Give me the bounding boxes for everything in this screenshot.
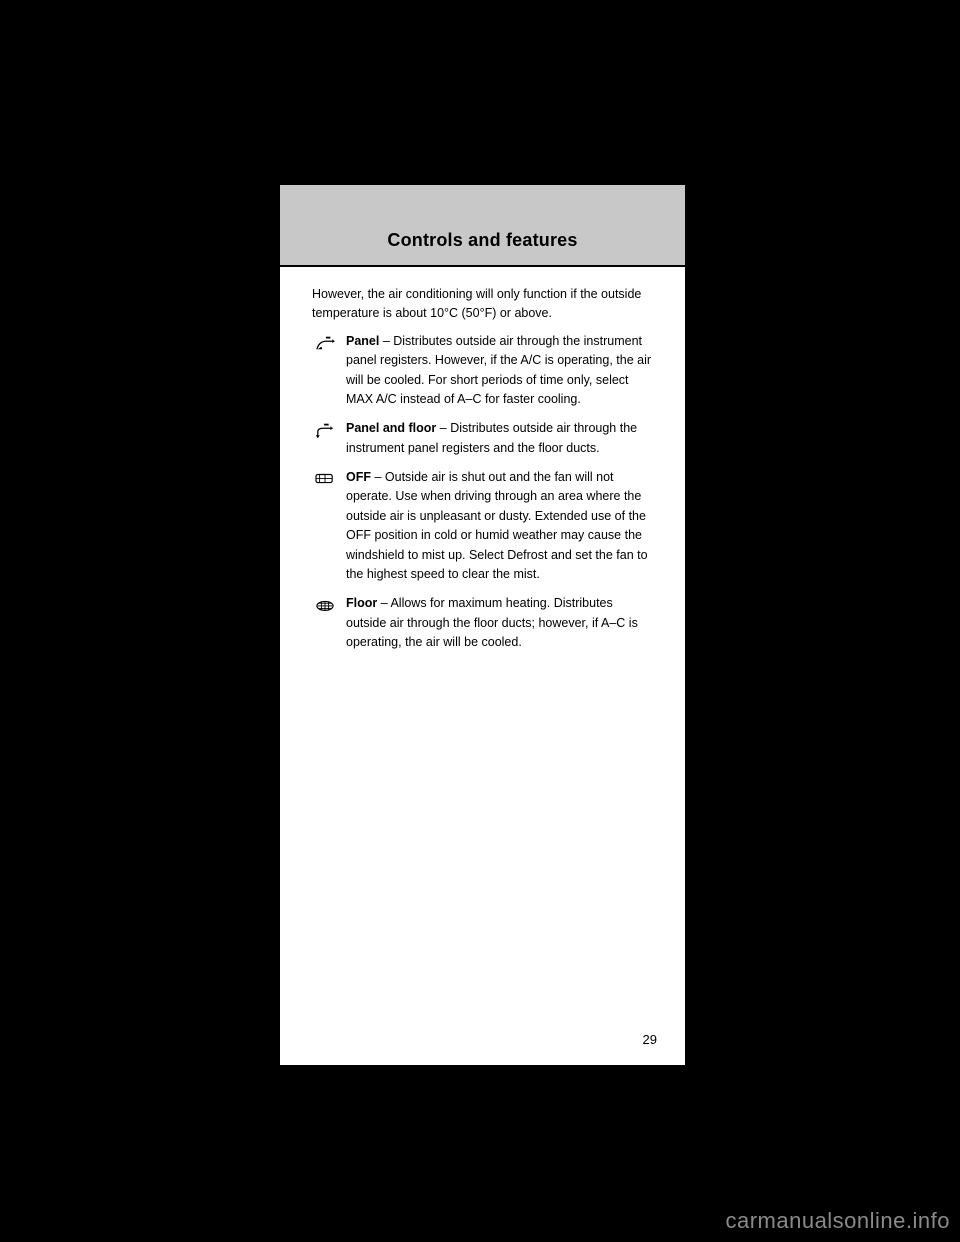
manual-page: Controls and features However, the air c… [280, 185, 685, 1065]
mode-text: Panel – Distributes outside air through … [346, 332, 653, 410]
mode-label: Floor [346, 596, 377, 610]
floor-icon [312, 594, 338, 616]
intro-paragraph: However, the air conditioning will only … [312, 285, 653, 324]
panel-floor-icon [312, 419, 338, 441]
mode-description: – Outside air is shut out and the fan wi… [346, 470, 648, 581]
mode-item-off: OFF – Outside air is shut out and the fa… [312, 468, 653, 584]
off-icon [312, 468, 338, 490]
section-header: Controls and features [280, 185, 685, 267]
watermark-text: carmanualsonline.info [725, 1208, 950, 1234]
mode-item-floor: Floor – Allows for maximum heating. Dist… [312, 594, 653, 652]
mode-label: OFF [346, 470, 371, 484]
panel-vent-icon [312, 332, 338, 354]
section-title: Controls and features [387, 230, 577, 251]
page-content: However, the air conditioning will only … [312, 285, 653, 662]
mode-item-panel-floor: Panel and floor – Distributes outside ai… [312, 419, 653, 458]
page-number: 29 [643, 1032, 657, 1047]
mode-text: Floor – Allows for maximum heating. Dist… [346, 594, 653, 652]
mode-description: – Allows for maximum heating. Distribute… [346, 596, 638, 649]
mode-label: Panel [346, 334, 379, 348]
mode-description: – Distributes outside air through the in… [346, 334, 651, 406]
mode-label: Panel and floor [346, 421, 436, 435]
mode-text: OFF – Outside air is shut out and the fa… [346, 468, 653, 584]
mode-text: Panel and floor – Distributes outside ai… [346, 419, 653, 458]
mode-item-panel: Panel – Distributes outside air through … [312, 332, 653, 410]
